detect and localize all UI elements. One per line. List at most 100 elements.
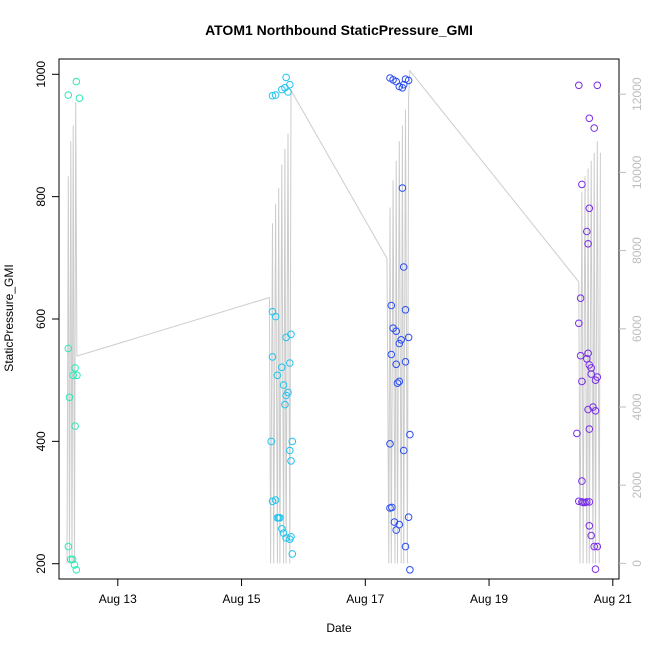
series-1 (64, 77, 84, 574)
data-point (72, 566, 81, 574)
data-point (593, 542, 602, 551)
series-2 (267, 73, 297, 558)
x-tick-label: Aug 15 (223, 592, 261, 606)
data-point (284, 388, 292, 397)
data-point (399, 80, 408, 89)
data-point (395, 377, 404, 386)
data-point (72, 77, 81, 86)
x-tick-label: Aug 19 (470, 592, 508, 606)
data-point (387, 350, 396, 359)
data-point (64, 542, 73, 551)
data-point (576, 351, 585, 360)
data-point (590, 124, 599, 132)
data-point (288, 550, 297, 558)
data-point (404, 333, 413, 342)
data-point (278, 525, 286, 533)
data-point (286, 446, 294, 455)
data-point (585, 425, 594, 433)
data-point (276, 514, 284, 522)
data-point (268, 91, 277, 100)
data-point (288, 437, 297, 446)
data-point (392, 327, 401, 336)
data-point (583, 227, 591, 236)
data-point (584, 405, 592, 414)
data-point (398, 184, 407, 192)
data-point (282, 534, 290, 542)
y-tick-label: 800 (34, 186, 48, 206)
data-point (75, 94, 84, 102)
data-point (278, 363, 286, 372)
data-point (388, 503, 396, 512)
x-tick-label: Aug 21 (594, 592, 632, 606)
data-point (393, 379, 402, 388)
data-point (584, 349, 592, 358)
data-point (392, 360, 401, 369)
data-point (401, 358, 410, 366)
data-point (287, 533, 295, 541)
series-3 (386, 74, 414, 574)
y2-tick-label: 6000 (630, 315, 644, 342)
data-point (593, 81, 602, 90)
data-point (585, 204, 594, 213)
y2-tick-label: 12000 (630, 77, 644, 111)
data-point (64, 91, 73, 99)
data-point (591, 407, 600, 415)
data-point (73, 371, 81, 380)
data-point (587, 370, 596, 378)
data-point (287, 457, 295, 465)
data-point (387, 301, 396, 310)
y-tick-label: 200 (34, 553, 48, 573)
data-point (397, 336, 406, 344)
data-point (576, 294, 585, 303)
data-point (585, 498, 594, 506)
points-layer (64, 73, 602, 574)
data-point (69, 371, 77, 380)
y2-tick-label: 4000 (630, 393, 644, 420)
data-point (573, 429, 581, 438)
data-point (386, 440, 394, 448)
data-point (271, 496, 280, 504)
y2-tick-label: 0 (630, 560, 644, 567)
x-tick-label: Aug 17 (346, 592, 384, 606)
data-point (406, 430, 414, 439)
data-point (578, 180, 586, 189)
data-point (282, 73, 290, 82)
data-point (406, 566, 414, 574)
data-point (395, 520, 404, 529)
data-point (70, 561, 79, 569)
y2-tick-label: 10000 (630, 155, 644, 189)
data-point (590, 542, 599, 551)
y-tick-label: 1000 (34, 61, 48, 88)
y-axis-label: StaticPressure_GMI (2, 264, 16, 371)
data-point (392, 526, 401, 534)
secondary-y-axis: 0 2000 4000 6000 8000 10000 12000 (619, 77, 644, 567)
data-point (587, 531, 596, 540)
data-point (68, 555, 77, 564)
y-tick-label: 600 (34, 309, 48, 329)
data-point (584, 240, 592, 248)
x-axis: Aug 13 Aug 15 Aug 17 Aug 19 Aug 21 (99, 579, 632, 606)
data-point (64, 344, 73, 353)
data-point (268, 353, 277, 361)
data-point (395, 339, 404, 348)
data-point (271, 91, 280, 99)
data-point (399, 446, 408, 455)
plot-frame (58, 58, 620, 580)
data-point (71, 364, 79, 372)
data-point (591, 376, 600, 385)
y2-tick-label: 2000 (630, 471, 644, 498)
data-point (578, 477, 586, 485)
data-point (281, 400, 289, 409)
data-point (404, 513, 413, 522)
data-point (575, 319, 583, 328)
data-point (284, 88, 292, 96)
y2-tick-label: 8000 (630, 237, 644, 264)
data-point (575, 81, 583, 90)
data-point (273, 371, 282, 380)
data-point (585, 114, 594, 123)
y-axis: 200 400 600 800 1000 (34, 61, 59, 574)
data-point (585, 522, 594, 530)
series-4 (573, 81, 602, 574)
data-point (401, 306, 410, 314)
